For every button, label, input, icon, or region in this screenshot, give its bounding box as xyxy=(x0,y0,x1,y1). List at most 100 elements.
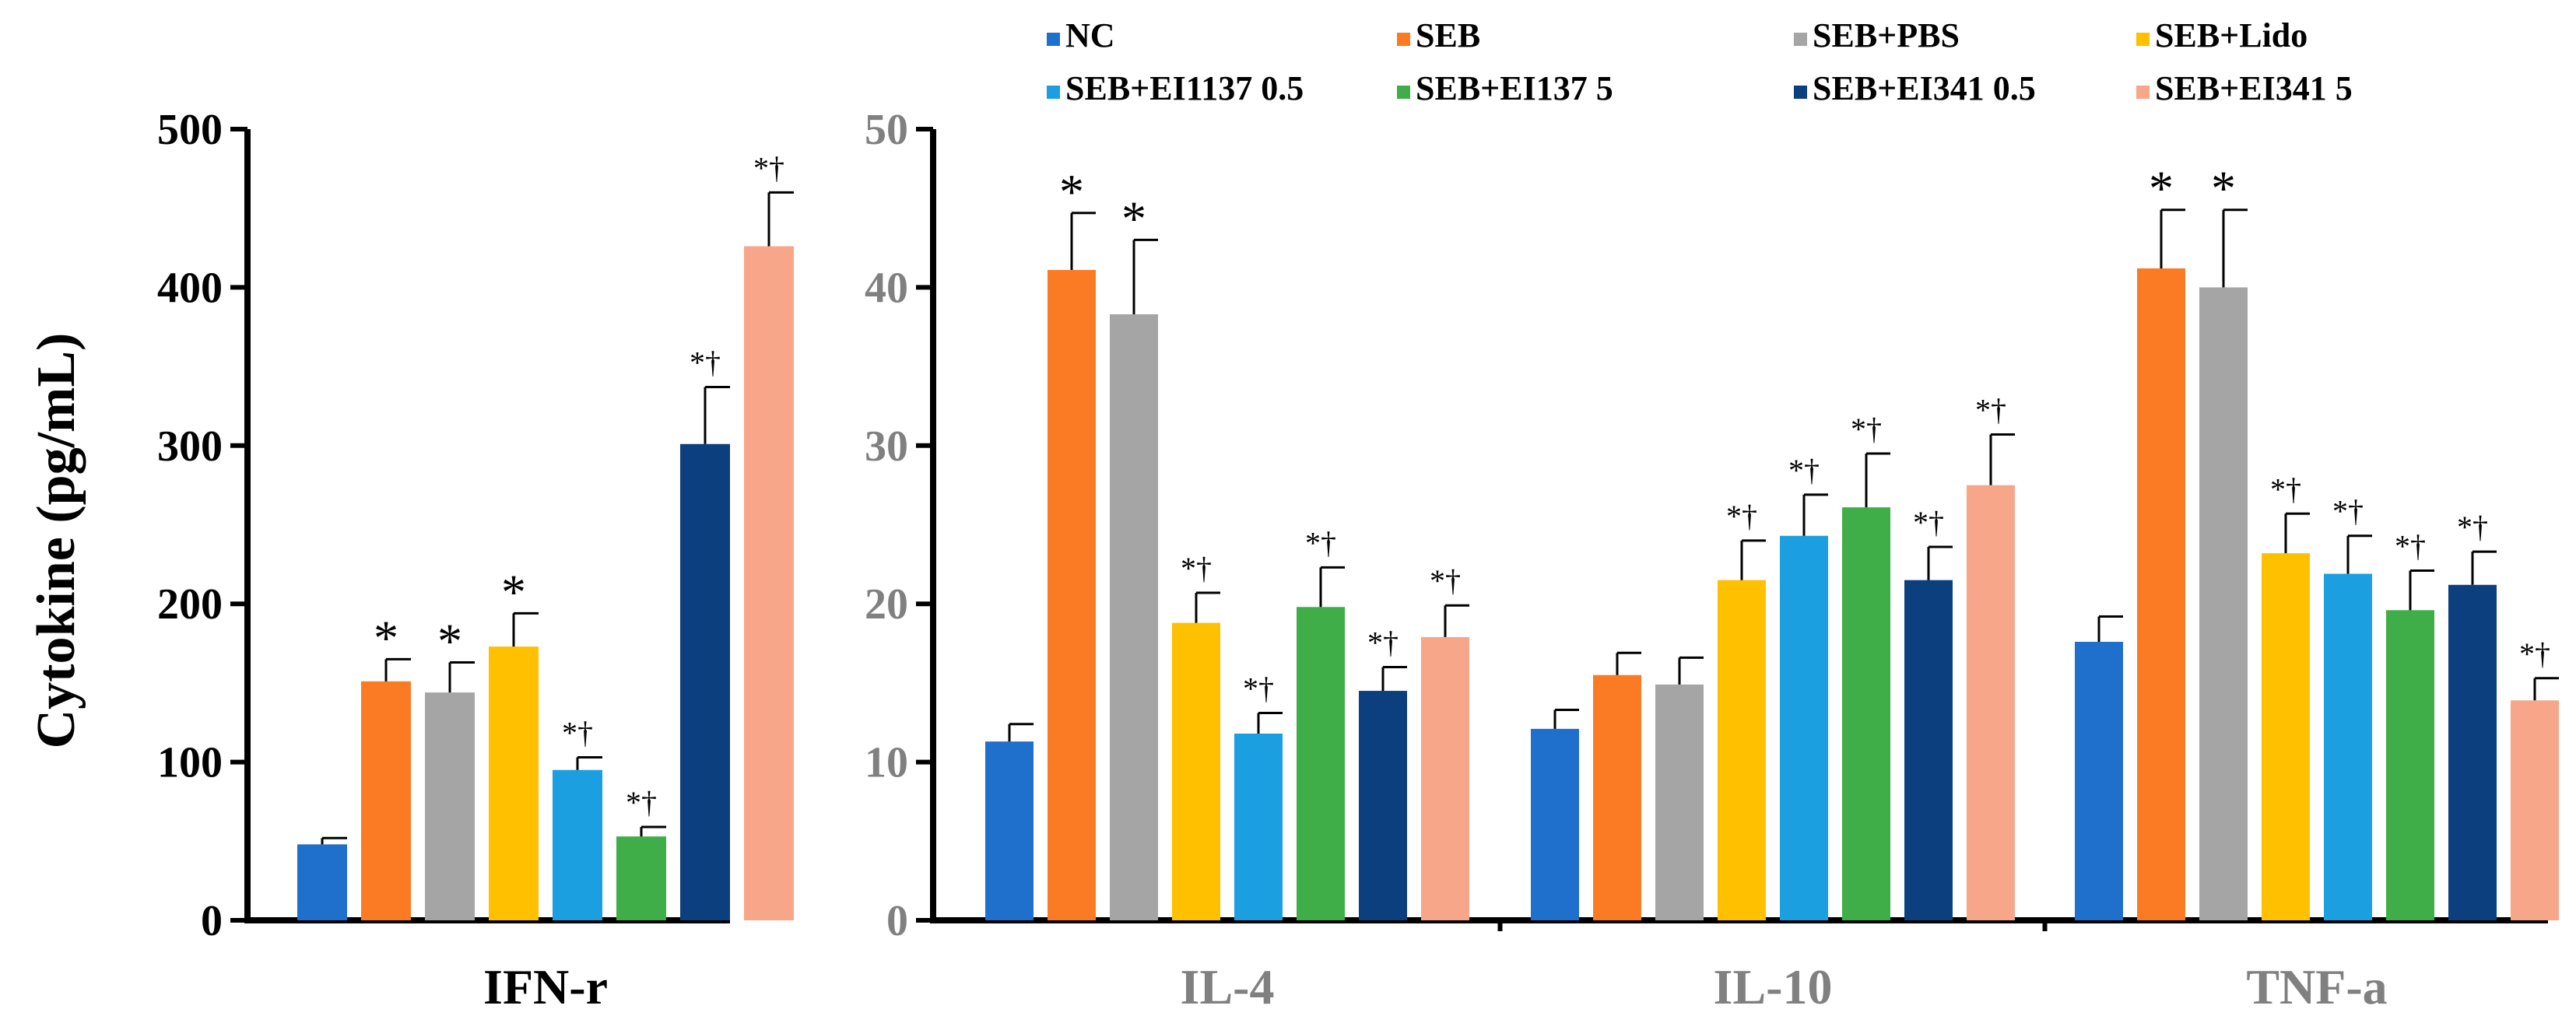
error-bar-il-10-seb-ei137-5 xyxy=(1865,452,1890,508)
left-y-tick-label: 100 xyxy=(157,739,223,787)
bar-ifn-r-seb-lido xyxy=(489,646,539,920)
right-y-tick-label: 50 xyxy=(865,106,908,154)
bar-il-10-seb-ei137-5 xyxy=(1842,507,1890,920)
category-label-il-4: IL-4 xyxy=(1181,959,1275,1014)
annotation-tnf-a-seb-pbs: * xyxy=(2211,161,2236,216)
annotation-il-4-seb-lido: *† xyxy=(1181,551,1212,586)
right-y-tick-label: 0 xyxy=(886,897,908,945)
right-y-tick-label: 30 xyxy=(865,422,908,471)
error-bar-il-4-seb-lido xyxy=(1195,591,1220,623)
right-y-tick-label: 40 xyxy=(865,264,908,312)
bar-il-10-seb-ei1137-0-5 xyxy=(1780,535,1828,920)
error-bar-il-10-seb xyxy=(1616,651,1641,675)
legend-label-seb-lido: SEB+Lido xyxy=(2155,16,2308,54)
bar-tnf-a-seb-ei341-0-5 xyxy=(2448,584,2497,920)
annotation-ifn-r-seb-lido: * xyxy=(501,564,526,619)
annotation-il-10-seb-ei341-5: *† xyxy=(1975,393,2006,428)
bar-ifn-r-seb-ei341-5 xyxy=(744,246,794,920)
bar-il-10-seb-ei341-0-5 xyxy=(1904,580,1953,920)
bar-tnf-a-seb-ei1137-0-5 xyxy=(2324,573,2372,920)
annotation-il-4-seb-ei341-0-5: *† xyxy=(1367,625,1399,660)
annotation-tnf-a-seb-ei1137-0-5: *† xyxy=(2332,494,2364,529)
annotation-il-10-seb-ei137-5: *† xyxy=(1851,412,1882,447)
error-bar-il-4-seb-ei1137-0-5 xyxy=(1257,712,1283,734)
error-bar-il-4-seb-ei137-5 xyxy=(1319,566,1345,608)
legend-swatch-seb xyxy=(1397,33,1410,46)
annotation-il-10-seb-ei1137-0-5: *† xyxy=(1788,453,1820,488)
annotation-ifn-r-seb-ei341-0-5: *† xyxy=(690,345,721,380)
error-bar-tnf-a-seb-lido xyxy=(2284,512,2310,554)
error-bar-tnf-a-seb-ei137-5 xyxy=(2409,569,2434,611)
legend-label-seb-ei341-5: SEB+EI341 5 xyxy=(2155,69,2353,107)
bar-il-10-seb-pbs xyxy=(1655,684,1704,920)
legend-label-seb: SEB xyxy=(1416,16,1480,54)
error-bar-ifn-r-nc xyxy=(321,836,347,845)
bar-il-4-seb-ei1137-0-5 xyxy=(1234,733,1283,920)
bar-ifn-r-seb-ei1137-0-5 xyxy=(553,769,602,920)
legend-label-seb-pbs: SEB+PBS xyxy=(1813,16,1960,54)
right-y-tick-label: 20 xyxy=(865,580,908,629)
annotation-tnf-a-seb-ei341-0-5: *† xyxy=(2457,510,2488,545)
bar-tnf-a-seb xyxy=(2137,268,2185,920)
bar-il-4-seb-ei137-5 xyxy=(1297,607,1345,920)
annotation-ifn-r-seb: * xyxy=(374,610,398,665)
bar-il-4-nc xyxy=(985,741,1034,920)
error-bar-il-4-seb xyxy=(1070,212,1096,271)
error-bar-ifn-r-seb-ei137-5 xyxy=(640,825,666,837)
legend-swatch-seb-ei341-0-5 xyxy=(1794,86,1807,99)
bar-tnf-a-nc xyxy=(2075,642,2123,920)
bar-il-4-seb-pbs xyxy=(1110,314,1158,920)
category-label-ifn-r: IFN-r xyxy=(483,959,608,1014)
annotation-il-10-seb-lido: *† xyxy=(1726,499,1757,534)
error-bar-tnf-a-seb-ei341-0-5 xyxy=(2471,550,2497,585)
bar-tnf-a-seb-ei341-5 xyxy=(2511,700,2559,920)
legend-label-seb-ei341-0-5: SEB+EI341 0.5 xyxy=(1813,69,2036,107)
bar-ifn-r-seb xyxy=(361,681,411,920)
annotation-tnf-a-seb-lido: *† xyxy=(2270,471,2301,506)
error-bar-tnf-a-seb-ei341-5 xyxy=(2533,677,2559,701)
error-bar-tnf-a-nc xyxy=(2097,615,2123,643)
error-bar-tnf-a-seb-pbs xyxy=(2222,208,2248,288)
bar-tnf-a-seb-lido xyxy=(2262,553,2310,920)
left-y-tick-label: 400 xyxy=(157,264,223,312)
category-label-tnf-a: TNF-a xyxy=(2246,959,2387,1014)
left-y-tick-label: 300 xyxy=(157,422,223,471)
error-bar-ifn-r-seb-ei341-0-5 xyxy=(704,386,730,444)
annotation-ifn-r-seb-ei137-5: *† xyxy=(626,785,657,820)
annotation-il-4-seb: * xyxy=(1059,164,1084,219)
bar-il-4-seb-ei341-0-5 xyxy=(1359,691,1407,920)
annotation-ifn-r-seb-pbs: * xyxy=(437,613,462,668)
annotation-il-10-seb-ei341-0-5: *† xyxy=(1913,505,1944,540)
error-bar-ifn-r-seb-ei1137-0-5 xyxy=(576,755,602,770)
bar-ifn-r-seb-ei137-5 xyxy=(616,836,666,920)
annotation-ifn-r-seb-ei1137-0-5: *† xyxy=(562,715,593,750)
legend-swatch-seb-lido xyxy=(2136,33,2150,46)
error-bar-il-10-seb-ei1137-0-5 xyxy=(1802,493,1828,536)
panel-ifn: 0 100 200 300 400 500 * * * *† *† *† *† IFN-r xyxy=(157,106,794,1014)
error-bar-il-4-seb-ei341-5 xyxy=(1444,604,1469,637)
error-bar-il-10-nc xyxy=(1553,708,1579,729)
error-bar-il-4-seb-ei341-0-5 xyxy=(1381,666,1407,692)
annotation-tnf-a-seb: * xyxy=(2149,161,2174,216)
bar-tnf-a-seb-pbs xyxy=(2199,287,2248,920)
legend-swatch-nc xyxy=(1047,33,1060,46)
bar-il-10-seb-ei341-5 xyxy=(1967,485,2015,920)
error-bar-ifn-r-seb xyxy=(384,657,411,681)
legend-swatch-seb-ei1137-0-5 xyxy=(1047,86,1060,99)
legend-label-seb-ei1137-0-5: SEB+EI1137 0.5 xyxy=(1065,69,1304,107)
bar-il-10-seb xyxy=(1593,674,1641,920)
error-bar-il-10-seb-ei341-0-5 xyxy=(1927,545,1953,580)
error-bar-il-4-nc xyxy=(1008,723,1034,742)
panel-il-tnf: 0 10 20 30 40 50 * * *† *† *† *† *† IL-4 *† *† *† *† *† IL-… xyxy=(865,106,2559,1014)
legend-swatch-seb-ei137-5 xyxy=(1397,86,1410,99)
legend-swatch-seb-ei341-5 xyxy=(2136,86,2150,99)
legend-swatch-seb-pbs xyxy=(1794,33,1807,46)
left-y-tick-label: 0 xyxy=(201,897,223,945)
annotation-tnf-a-seb-ei341-5: *† xyxy=(2519,636,2550,671)
annotation-il-4-seb-ei137-5: *† xyxy=(1305,525,1336,560)
error-bar-il-10-seb-lido xyxy=(1740,539,1766,580)
legend: NC SEB SEB+PBS SEB+Lido SEB+EI1137 0.5 SEB+EI… xyxy=(1047,16,2353,107)
bar-tnf-a-seb-ei137-5 xyxy=(2386,610,2434,920)
error-bar-ifn-r-seb-lido xyxy=(512,611,539,647)
